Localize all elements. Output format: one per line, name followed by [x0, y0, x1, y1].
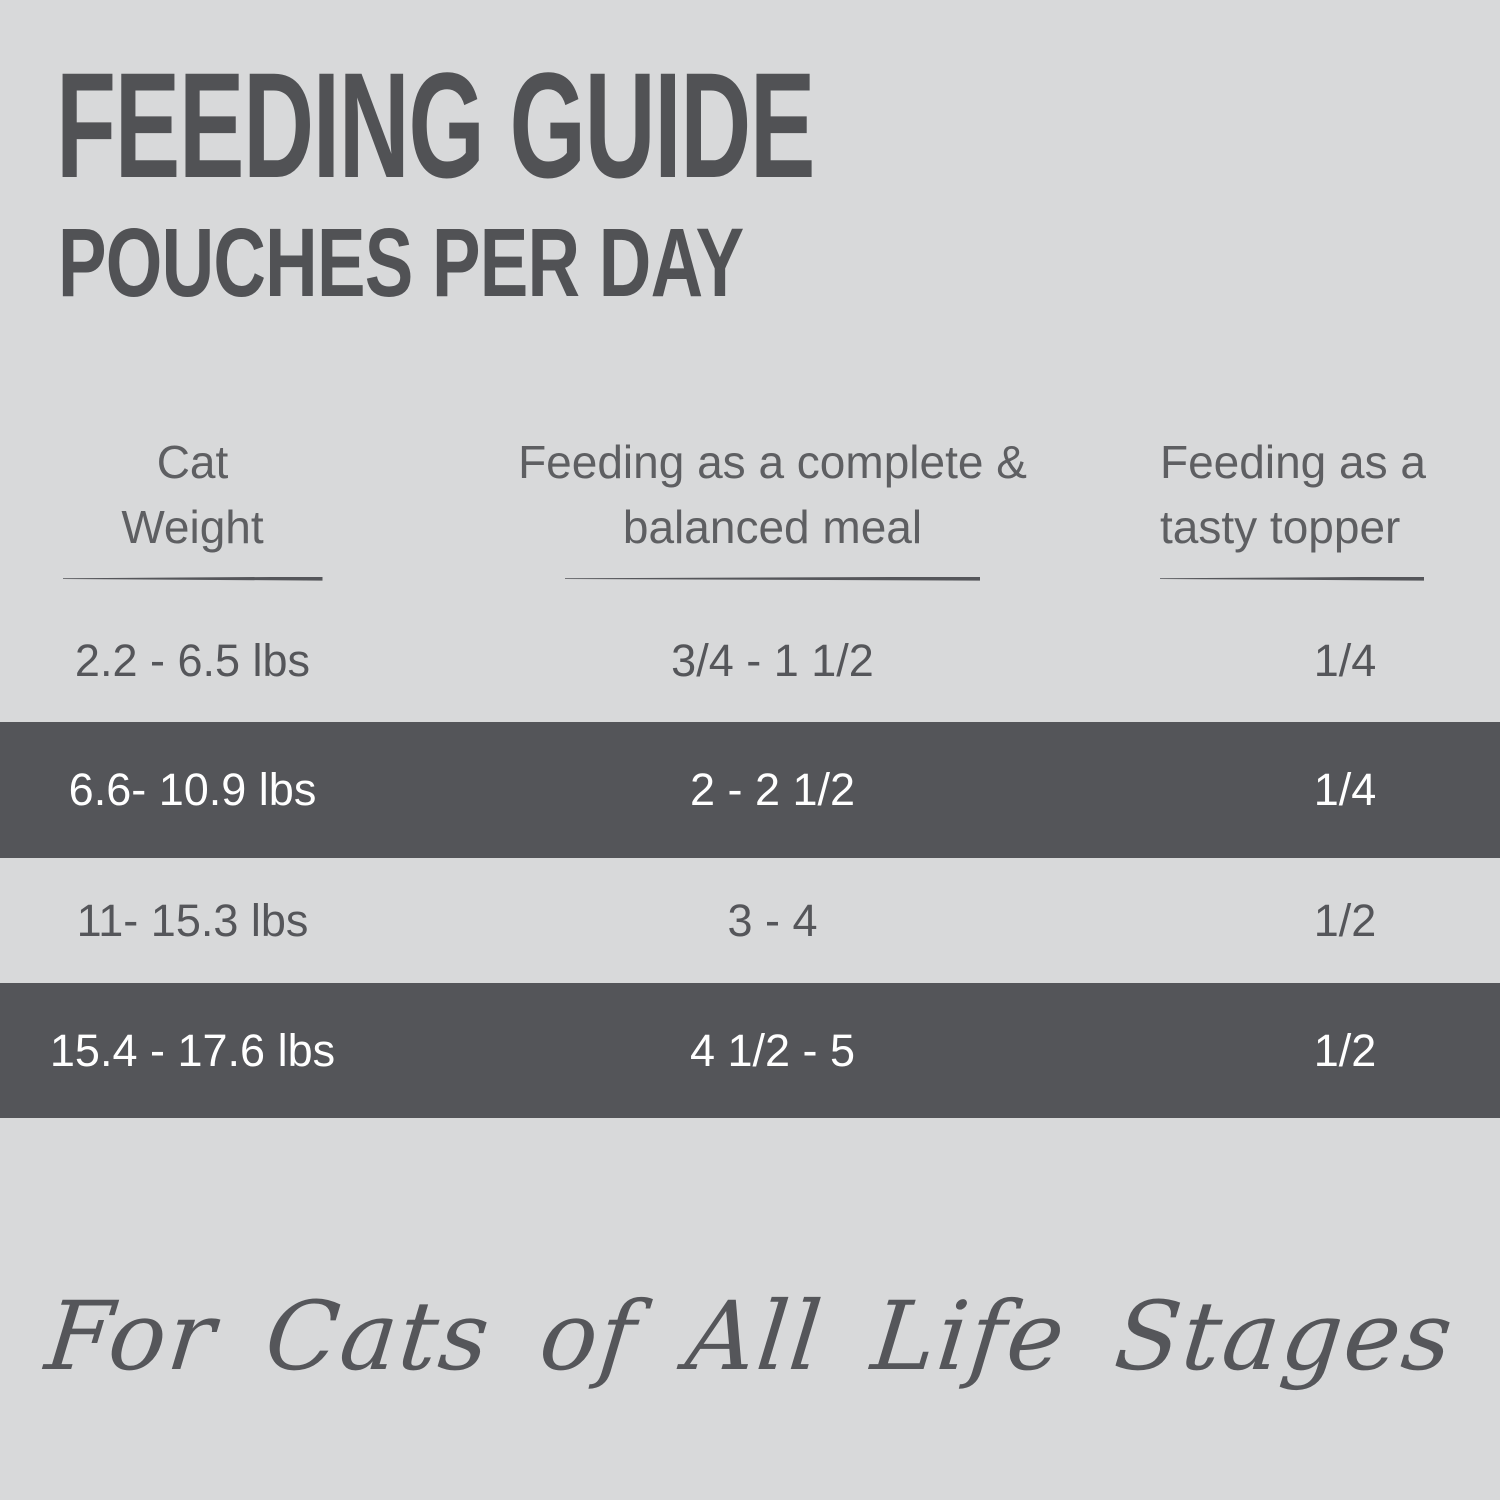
- header-line: Feeding as a complete &: [518, 436, 1027, 488]
- table-row: 2.2 - 6.5 lbs 3/4 - 1 1/2 1/4: [0, 600, 1500, 722]
- column-header-complete-meal: Feeding as a complete & balanced meal: [385, 430, 1160, 581]
- footer-tagline: For Cats of All Life Stages: [40, 1282, 1460, 1392]
- cell-cat-weight: 2.2 - 6.5 lbs: [74, 635, 311, 686]
- table-row: 11- 15.3 lbs 3 - 4 1/2: [0, 858, 1500, 983]
- header-line: Weight: [121, 501, 264, 554]
- cell-cat-weight: 15.4 - 17.6 lbs: [49, 1024, 336, 1076]
- page-title: FEEDING GUIDE: [56, 41, 815, 209]
- cell-tasty-topper: 1/4: [1313, 635, 1377, 686]
- page-subtitle: POUCHES PER DAY: [58, 208, 744, 317]
- table-header-row: Cat Weight Feeding as a complete & balan…: [0, 430, 1500, 581]
- cell-tasty-topper: 1/4: [1313, 764, 1377, 815]
- header-line: balanced meal: [622, 501, 923, 554]
- header-underline: [565, 576, 980, 581]
- cell-complete-meal: 4 1/2 - 5: [689, 1024, 856, 1076]
- cell-tasty-topper: 1/2: [1313, 1024, 1377, 1076]
- cell-complete-meal: 2 - 2 1/2: [689, 764, 856, 815]
- cell-tasty-topper: 1/2: [1313, 894, 1377, 946]
- table-row: 15.4 - 17.6 lbs 4 1/2 - 5 1/2: [0, 983, 1500, 1118]
- cell-cat-weight: 6.6- 10.9 lbs: [68, 764, 317, 815]
- header-underline: [1160, 576, 1424, 581]
- cell-cat-weight: 11- 15.3 lbs: [76, 894, 309, 946]
- header-underline: [62, 576, 323, 581]
- table-row: 6.6- 10.9 lbs 2 - 2 1/2 1/4: [0, 722, 1500, 858]
- column-header-cat-weight: Cat Weight: [0, 430, 385, 581]
- cell-complete-meal: 3/4 - 1 1/2: [671, 635, 874, 686]
- column-header-tasty-topper: Feeding as a tasty topper: [1160, 430, 1500, 581]
- header-line: tasty topper: [1160, 501, 1401, 554]
- header-line: Feeding as a: [1160, 436, 1426, 488]
- cell-complete-meal: 3 - 4: [727, 894, 818, 946]
- header-line: Cat: [156, 436, 229, 488]
